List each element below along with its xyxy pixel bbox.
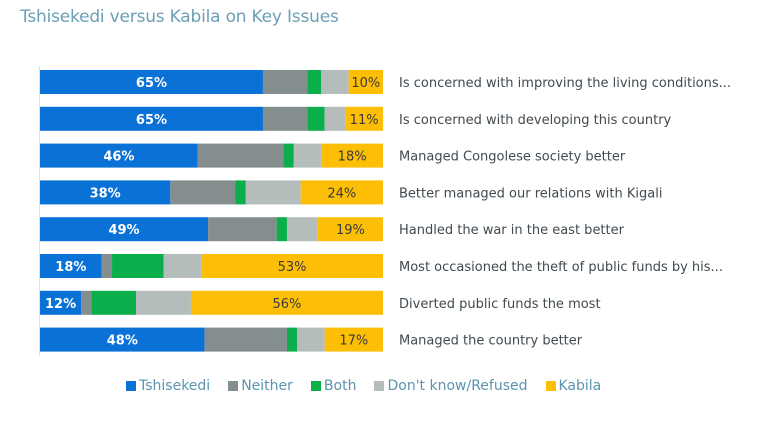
bar-segment-both [276,217,287,242]
bar-segment-tshisekedi [40,143,198,168]
legend-swatch [126,381,136,391]
bar-segment-don-t-know-refused [321,70,349,94]
data-label: 19% [336,223,365,238]
bar-segment-kabila [300,180,383,205]
legend-item: Tshisekedi [126,378,210,394]
bar-segment-both [307,106,325,131]
bar-segment-both [91,290,137,315]
bar-segment-both [286,327,298,352]
data-label: 53% [278,260,307,275]
category-label: Handled the war in the east better [399,223,625,238]
data-label: 18% [338,150,367,165]
legend-item: Both [310,378,357,394]
data-label: 38% [90,186,121,201]
bar-segment-both [307,70,322,94]
legend-label: Tshisekedi [139,378,211,394]
chart-title: Tshisekedi versus Kabila on Key Issues [20,7,339,27]
bar-segment-both [235,180,246,205]
bar-segment-kabila [321,143,383,168]
bar-segment-both [112,254,164,278]
legend-label: Kabila [558,378,602,394]
legend-item: Kabila [545,378,602,394]
category-label: Is concerned with improving the living c… [399,76,731,91]
bar-segment-neither [197,143,284,168]
data-label: 65% [136,76,167,91]
data-label: 49% [108,223,139,238]
bar-segment-kabila [348,70,383,94]
bar-segment-tshisekedi [40,290,82,315]
legend-swatch [310,381,321,391]
legend-item: Don't know/Refused [374,378,528,394]
bar-segment-don-t-know-refused [245,180,301,205]
legend-label: Don't know/Refused [387,378,528,394]
category-label: Diverted public funds the most [399,297,601,312]
data-label: 56% [273,297,302,312]
bar-segment-neither [204,327,287,352]
legend-swatch [545,381,556,391]
data-label: 65% [136,113,167,128]
data-label: 48% [107,334,138,349]
bar-segment-tshisekedi [40,70,263,94]
bar-segment-don-t-know-refused [136,290,191,315]
bar-segment-don-t-know-refused [297,327,325,352]
bar-segment-neither [81,290,92,315]
category-label: Managed Congolese society better [399,150,626,165]
bar-segment-tshisekedi [40,217,209,242]
bar-segment-neither [170,180,236,205]
legend-swatch [374,381,385,391]
category-labels: Is concerned with improving the living c… [399,76,731,349]
data-label: 17% [339,334,368,349]
data-label: 11% [350,113,379,128]
category-label: Most occasioned the theft of public fund… [399,260,723,275]
bar-segment-tshisekedi [40,254,102,278]
data-label: 46% [103,150,134,165]
bar-segment-don-t-know-refused [324,106,346,131]
bars-group: 65% 10% 65% 11% 46% 18% 38% 24% 49% 19% 18% 53% 12% 5… [40,70,383,352]
bar-segment-kabila [190,290,383,315]
bar-segment-don-t-know-refused [163,254,202,278]
bar-segment-tshisekedi [40,327,205,352]
category-label: Better managed our relations with Kigali [399,186,662,201]
bar-segment-neither [262,106,308,131]
category-label: Is concerned with developing this countr… [399,113,672,128]
bar-segment-kabila [317,217,383,242]
bar-segment-don-t-know-refused [293,143,322,168]
legend-swatch [228,381,239,391]
bar-segment-neither [262,70,308,94]
legend-item: Neither [228,378,293,394]
category-label: Managed the country better [399,334,583,349]
data-label: 10% [351,76,380,91]
bar-segment-kabila [201,254,383,278]
bar-segment-neither [208,217,277,242]
legend: Tshisekedi Neither Both Don't know/Refused K… [126,378,601,394]
data-label: 12% [45,297,76,312]
data-label: 18% [55,260,86,275]
legend-label: Both [323,378,357,394]
legend-label: Neither [241,378,293,394]
bar-segment-kabila [324,327,383,352]
bar-segment-don-t-know-refused [286,217,318,242]
data-label: 24% [327,186,356,201]
bar-segment-tshisekedi [40,180,171,205]
bar-segment-tshisekedi [40,106,263,131]
bar-segment-neither [101,254,113,278]
bar-segment-kabila [345,106,383,131]
bar-segment-both [283,143,294,168]
